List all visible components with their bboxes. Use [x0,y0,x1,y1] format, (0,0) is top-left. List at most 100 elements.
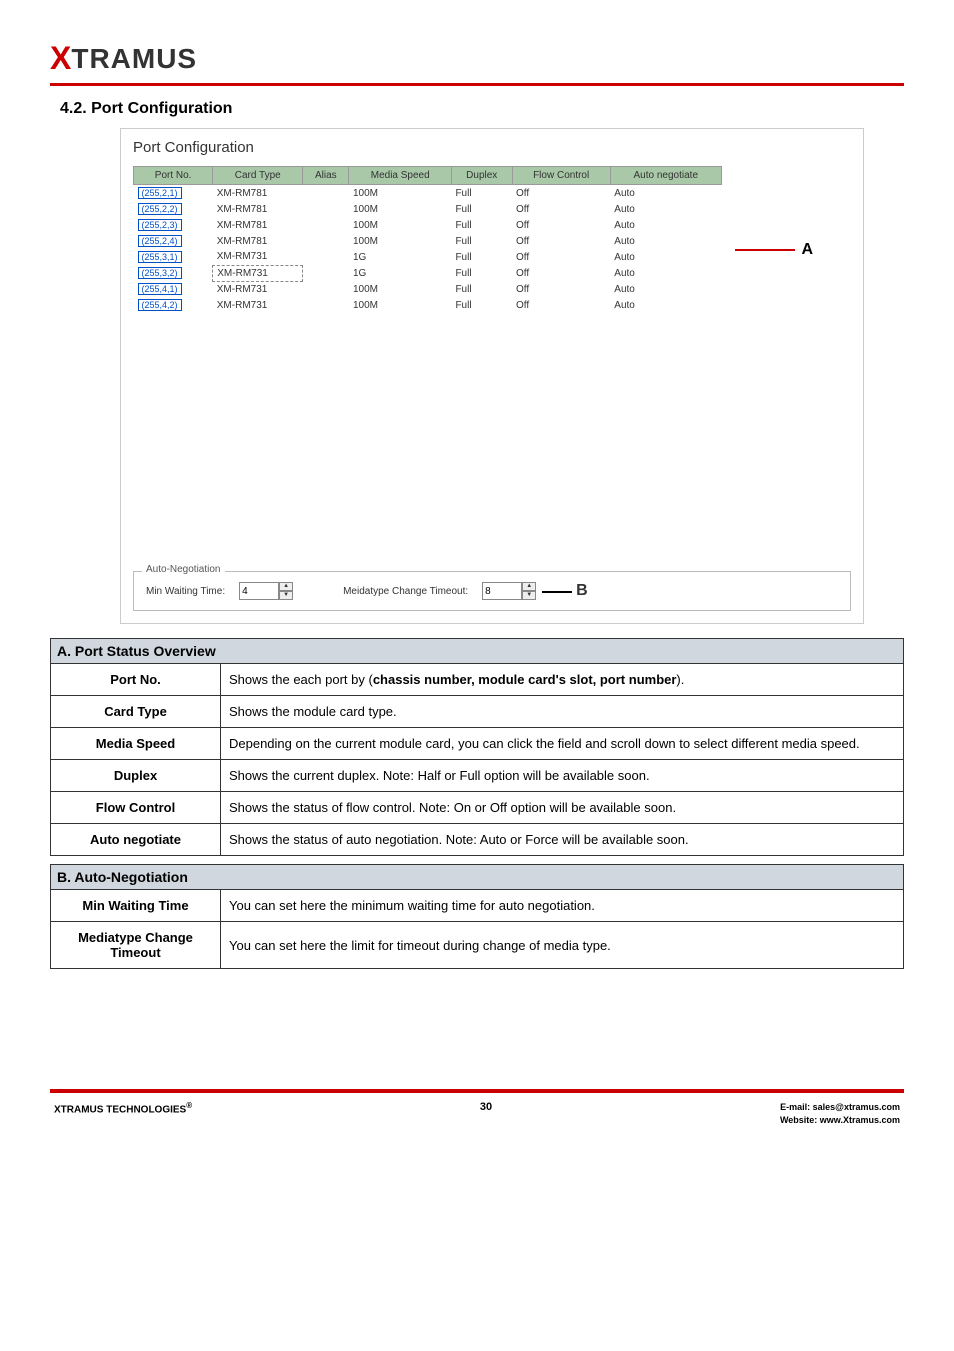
cell-neg[interactable]: Auto [610,249,721,265]
cell-flow[interactable]: Off [512,297,610,313]
table-row[interactable]: (255,2,1) XM-RM781 100MFullOffAuto [134,185,722,202]
min-wait-spinner[interactable]: ▲ ▼ [239,582,293,600]
table-row[interactable]: (255,4,1) XM-RM731 100MFullOffAuto [134,281,722,297]
cell-port-no[interactable]: (255,4,2) [138,299,182,311]
cell-card-type[interactable]: XM-RM731 [213,297,303,313]
media-timeout-input[interactable] [482,582,522,600]
cell-card-type[interactable]: XM-RM731 [213,265,303,281]
cell-media-speed[interactable]: 100M [349,281,452,297]
cell-alias[interactable] [303,265,349,281]
row-desc: You can set here the minimum waiting tim… [221,890,904,922]
cell-alias[interactable] [303,233,349,249]
cell-duplex[interactable]: Full [451,201,512,217]
cell-card-type[interactable]: XM-RM781 [213,185,303,202]
cell-neg[interactable]: Auto [610,217,721,233]
cell-duplex[interactable]: Full [451,233,512,249]
cell-flow[interactable]: Off [512,185,610,202]
cell-media-speed[interactable]: 100M [349,185,452,202]
spinner-up-icon[interactable]: ▲ [522,582,536,591]
col-media-speed[interactable]: Media Speed [349,167,452,185]
cell-port-no[interactable]: (255,2,1) [138,187,182,199]
cell-card-type[interactable]: XM-RM731 [213,249,303,265]
table-row[interactable]: (255,4,2) XM-RM731 100MFullOffAuto [134,297,722,313]
callout-a: A [801,241,813,259]
cell-port-no[interactable]: (255,3,2) [138,267,182,279]
spinner-down-icon[interactable]: ▼ [279,591,293,600]
cell-duplex[interactable]: Full [451,281,512,297]
cell-duplex[interactable]: Full [451,249,512,265]
cell-card-type[interactable]: XM-RM781 [213,217,303,233]
cell-flow[interactable]: Off [512,249,610,265]
cell-neg[interactable]: Auto [610,265,721,281]
row-label: Min Waiting Time [51,890,221,922]
table-row: Flow Control Shows the status of flow co… [51,792,904,824]
col-duplex[interactable]: Duplex [451,167,512,185]
cell-neg[interactable]: Auto [610,297,721,313]
row-desc: Shows the each port by (chassis number, … [221,664,904,696]
cell-alias[interactable] [303,249,349,265]
cell-flow[interactable]: Off [512,217,610,233]
table-row: Card Type Shows the module card type. [51,696,904,728]
cell-flow[interactable]: Off [512,201,610,217]
table-row[interactable]: (255,2,2) XM-RM781 100MFullOffAuto [134,201,722,217]
cell-media-speed[interactable]: 1G [349,265,452,281]
table-b-header: B. Auto-Negotiation [51,865,904,890]
col-alias[interactable]: Alias [303,167,349,185]
cell-neg[interactable]: Auto [610,201,721,217]
min-wait-input[interactable] [239,582,279,600]
row-desc: Depending on the current module card, yo… [221,728,904,760]
cell-port-no[interactable]: (255,2,4) [138,235,182,247]
cell-card-type[interactable]: XM-RM781 [213,201,303,217]
cell-duplex[interactable]: Full [451,265,512,281]
cell-media-speed[interactable]: 100M [349,201,452,217]
page-footer: XTRAMUS TECHNOLOGIES® 30 E-mail: sales@x… [50,1101,904,1146]
col-auto-negotiate[interactable]: Auto negotiate [610,167,721,185]
cell-media-speed[interactable]: 100M [349,233,452,249]
cell-alias[interactable] [303,185,349,202]
cell-flow[interactable]: Off [512,233,610,249]
cell-media-speed[interactable]: 100M [349,217,452,233]
table-a: A. Port Status Overview Port No. Shows t… [50,638,904,856]
table-row[interactable]: (255,2,4) XM-RM781 100MFullOffAuto [134,233,722,249]
col-card-type[interactable]: Card Type [213,167,303,185]
cell-media-speed[interactable]: 1G [349,249,452,265]
cell-card-type[interactable]: XM-RM781 [213,233,303,249]
table-row: Port No. Shows the each port by (chassis… [51,664,904,696]
row-label: Card Type [51,696,221,728]
row-desc: Shows the status of auto negotiation. No… [221,824,904,856]
cell-neg[interactable]: Auto [610,185,721,202]
cell-alias[interactable] [303,281,349,297]
port-table-header: Port No. Card Type Alias Media Speed Dup… [134,167,722,185]
cell-neg[interactable]: Auto [610,281,721,297]
cell-port-no[interactable]: (255,3,1) [138,251,182,263]
media-timeout-spinner[interactable]: ▲ ▼ [482,582,536,600]
cell-flow[interactable]: Off [512,281,610,297]
table-row: Media Speed Depending on the current mod… [51,728,904,760]
cell-card-type[interactable]: XM-RM731 [213,281,303,297]
table-row[interactable]: (255,3,2) XM-RM731 1GFullOffAuto [134,265,722,281]
col-port-no[interactable]: Port No. [134,167,213,185]
cell-alias[interactable] [303,297,349,313]
col-flow-control[interactable]: Flow Control [512,167,610,185]
cell-duplex[interactable]: Full [451,185,512,202]
footer-page-number: 30 [480,1101,492,1113]
table-row[interactable]: (255,2,3) XM-RM781 100MFullOffAuto [134,217,722,233]
table-row[interactable]: (255,3,1) XM-RM731 1GFullOffAuto [134,249,722,265]
cell-duplex[interactable]: Full [451,297,512,313]
footer-left: XTRAMUS TECHNOLOGIES® [54,1101,192,1115]
spinner-down-icon[interactable]: ▼ [522,591,536,600]
cell-alias[interactable] [303,201,349,217]
row-desc: Shows the module card type. [221,696,904,728]
min-wait-label: Min Waiting Time: [146,586,225,597]
cell-media-speed[interactable]: 100M [349,297,452,313]
table-row: Min Waiting Time You can set here the mi… [51,890,904,922]
cell-port-no[interactable]: (255,2,3) [138,219,182,231]
row-label: Mediatype Change Timeout [51,922,221,969]
cell-neg[interactable]: Auto [610,233,721,249]
cell-alias[interactable] [303,217,349,233]
cell-port-no[interactable]: (255,4,1) [138,283,182,295]
cell-port-no[interactable]: (255,2,2) [138,203,182,215]
spinner-up-icon[interactable]: ▲ [279,582,293,591]
cell-duplex[interactable]: Full [451,217,512,233]
cell-flow[interactable]: Off [512,265,610,281]
